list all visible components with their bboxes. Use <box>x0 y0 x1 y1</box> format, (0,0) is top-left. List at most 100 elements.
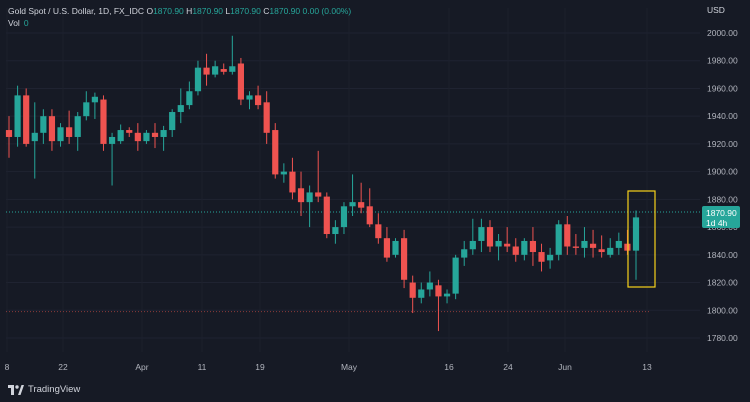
price-axis[interactable]: 1780.001800.001820.001840.001860.001880.… <box>707 28 738 343</box>
high-value: 1870.90 <box>192 6 224 16</box>
symbol-title[interactable]: Gold Spot / U.S. Dollar, 1D, FX_IDC <box>8 6 145 16</box>
time-tick-label: Apr <box>135 362 148 372</box>
candle[interactable] <box>538 243 545 272</box>
candle-body <box>315 192 322 197</box>
candle[interactable] <box>461 240 468 266</box>
candle-body <box>48 116 56 142</box>
candle[interactable] <box>392 238 399 258</box>
candle[interactable] <box>529 227 537 266</box>
price-tick-label: 1940.00 <box>707 111 738 121</box>
candle[interactable] <box>151 123 159 149</box>
candle-body <box>254 95 262 106</box>
candle[interactable] <box>134 123 141 151</box>
candle[interactable] <box>512 238 519 262</box>
highlight-rectangle[interactable] <box>627 190 656 288</box>
candle-body <box>443 293 451 297</box>
candle[interactable] <box>143 130 150 144</box>
candle[interactable] <box>48 109 56 151</box>
candle[interactable] <box>254 85 262 110</box>
candle-body <box>349 202 356 207</box>
candle[interactable] <box>632 210 640 280</box>
candle[interactable] <box>521 238 528 261</box>
candle[interactable] <box>409 275 416 314</box>
candle[interactable] <box>117 124 124 144</box>
candle[interactable] <box>289 157 296 200</box>
candle[interactable] <box>589 229 597 258</box>
candle[interactable] <box>160 125 167 151</box>
candle[interactable] <box>126 127 133 137</box>
candle[interactable] <box>263 91 270 144</box>
candle[interactable] <box>194 60 202 96</box>
candle[interactable] <box>340 202 348 235</box>
candle[interactable] <box>31 102 38 179</box>
candle[interactable] <box>246 91 253 110</box>
time-axis[interactable]: 8 22 Apr 11 19 May 16 24 Jun 13 <box>5 362 652 372</box>
candle[interactable] <box>426 271 433 297</box>
candle[interactable] <box>280 163 287 183</box>
candle-body <box>469 240 476 250</box>
candle[interactable] <box>14 85 21 147</box>
candle[interactable] <box>169 109 176 137</box>
candle[interactable] <box>443 289 451 304</box>
time-tick-label: 11 <box>198 362 207 372</box>
candle[interactable] <box>74 112 81 151</box>
candle[interactable] <box>108 132 116 186</box>
candle[interactable] <box>349 174 356 216</box>
candle[interactable] <box>607 238 614 258</box>
candle-body <box>177 105 184 113</box>
volume-label[interactable]: Vol <box>8 18 20 28</box>
candle[interactable] <box>478 218 485 253</box>
candle[interactable] <box>555 220 562 261</box>
candle-body <box>555 224 562 255</box>
candle[interactable] <box>272 123 279 179</box>
candle-body <box>57 127 64 142</box>
candle[interactable] <box>237 57 244 106</box>
candle[interactable] <box>5 116 13 158</box>
candle[interactable] <box>57 123 64 147</box>
close-label: C <box>263 6 270 16</box>
candle[interactable] <box>177 88 184 124</box>
candle[interactable] <box>495 234 502 261</box>
currency-label[interactable]: USD <box>707 5 725 15</box>
candle[interactable] <box>83 91 90 121</box>
candle[interactable] <box>564 216 571 255</box>
candle-body <box>23 95 30 144</box>
candle[interactable] <box>504 227 511 253</box>
candle[interactable] <box>306 185 313 228</box>
candle[interactable] <box>615 232 622 255</box>
candle[interactable] <box>297 171 305 216</box>
candle[interactable] <box>598 235 605 258</box>
candle[interactable] <box>40 109 47 144</box>
candle[interactable] <box>358 182 365 214</box>
candle[interactable] <box>220 63 227 75</box>
candle[interactable] <box>23 88 30 147</box>
candle[interactable] <box>91 92 98 119</box>
candle[interactable] <box>581 227 588 258</box>
candle[interactable] <box>186 81 193 110</box>
candle[interactable] <box>332 220 339 244</box>
candle[interactable] <box>366 188 373 228</box>
candle-body <box>74 116 81 137</box>
candle[interactable] <box>375 213 382 244</box>
tradingview-brand[interactable]: TradingView <box>8 384 80 395</box>
candle[interactable] <box>100 95 107 151</box>
candle[interactable] <box>401 229 408 289</box>
candle[interactable] <box>203 53 210 86</box>
candle[interactable] <box>315 150 322 203</box>
candle[interactable] <box>452 254 459 300</box>
candle[interactable] <box>469 218 476 255</box>
candle[interactable] <box>229 35 236 75</box>
candle[interactable] <box>383 227 391 262</box>
candle[interactable] <box>486 220 494 253</box>
candle[interactable] <box>66 110 73 144</box>
candle[interactable] <box>212 60 219 78</box>
candle[interactable] <box>435 279 442 332</box>
candle-body <box>418 289 425 298</box>
candle[interactable] <box>547 247 554 269</box>
candle[interactable] <box>572 234 579 255</box>
last-price-tag: 1870.90 1d 4h <box>702 206 740 228</box>
candle[interactable] <box>323 192 330 239</box>
candle-body <box>632 217 640 251</box>
candle[interactable] <box>418 282 425 304</box>
